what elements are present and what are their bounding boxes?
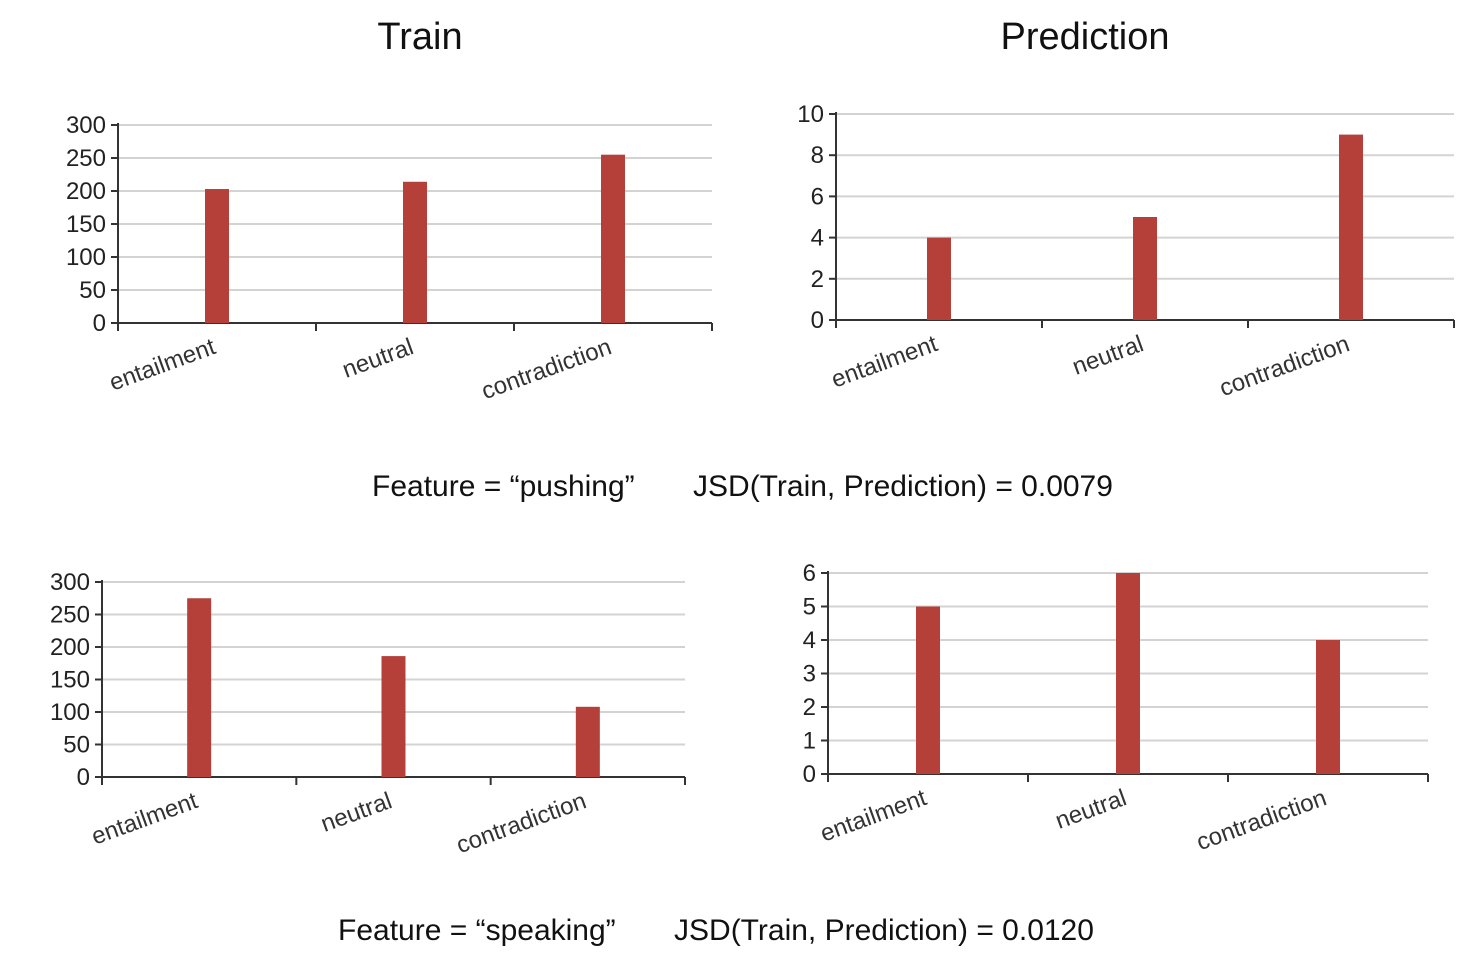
y-tick-label: 0	[93, 310, 106, 337]
x-category-label: contradiction	[1193, 784, 1330, 856]
caption-jsd: JSD(Train, Prediction) = 0.0120	[674, 914, 1094, 947]
caption-jsd: JSD(Train, Prediction) = 0.0079	[693, 470, 1113, 503]
caption-feature: Feature = “pushing”	[372, 470, 635, 503]
y-tick-label: 1	[803, 728, 816, 755]
y-tick-label: 50	[63, 732, 90, 759]
y-tick-label: 250	[66, 145, 106, 172]
x-category-label: neutral	[339, 333, 417, 383]
bar-neutral	[403, 181, 427, 323]
y-tick-label: 2	[811, 266, 824, 293]
chart-train-speaking: 0 50 100 150 200 250 300 entailment neutral contr…	[50, 569, 686, 859]
x-category-label: contradiction	[478, 333, 615, 405]
x-category-label: neutral	[1069, 330, 1147, 380]
train-column-title: Train	[377, 16, 463, 58]
y-tick-label: 300	[50, 569, 90, 596]
x-category-label: neutral	[317, 787, 395, 837]
bar-contradiction	[1316, 640, 1340, 774]
y-tick-label: 4	[811, 225, 824, 252]
bar-entailment	[187, 598, 212, 777]
x-category-label: neutral	[1052, 784, 1130, 834]
y-tick-label: 4	[803, 627, 816, 654]
x-category-label: entailment	[106, 333, 220, 396]
chart-train-pushing: 0 50 100 150 200 250 300 entailment neutral contr…	[66, 112, 713, 405]
bar-contradiction	[575, 706, 600, 777]
x-category-label: entailment	[88, 787, 202, 850]
bar-entailment	[927, 237, 951, 320]
y-tick-label: 6	[811, 183, 824, 210]
y-tick-label: 250	[50, 602, 90, 629]
y-tick-label: 100	[50, 699, 90, 726]
caption-feature: Feature = “speaking”	[338, 914, 616, 947]
chart-prediction-speaking: 0 1 2 3 4 5 6 entailment neutral contradiction	[803, 560, 1429, 856]
y-tick-label: 100	[66, 244, 106, 271]
y-tick-label: 200	[50, 634, 90, 661]
bar-contradiction	[1339, 134, 1363, 320]
x-category-label: contradiction	[453, 787, 590, 859]
caption-speaking: Feature = “speaking” JSD(Train, Predicti…	[338, 914, 1094, 948]
chart-prediction-pushing: 0 2 4 6 8 10 entailment neutral contradiction	[797, 101, 1455, 402]
bar-neutral	[1133, 217, 1157, 320]
x-category-label: contradiction	[1216, 330, 1353, 402]
y-tick-label: 5	[803, 594, 816, 621]
y-tick-label: 150	[50, 667, 90, 694]
y-tick-label: 0	[811, 307, 824, 334]
y-tick-label: 6	[803, 560, 816, 587]
bar-entailment	[205, 189, 229, 323]
bar-neutral	[381, 656, 406, 777]
y-tick-label: 0	[77, 764, 90, 791]
y-tick-label: 0	[803, 761, 816, 788]
y-tick-label: 10	[797, 101, 824, 128]
x-category-label: entailment	[828, 330, 942, 393]
prediction-column-title: Prediction	[1000, 16, 1170, 58]
bar-entailment	[916, 606, 940, 774]
y-tick-label: 150	[66, 211, 106, 238]
y-tick-label: 200	[66, 178, 106, 205]
bar-contradiction	[601, 154, 625, 323]
bar-neutral	[1116, 573, 1140, 774]
y-tick-label: 50	[79, 277, 106, 304]
y-tick-label: 3	[803, 661, 816, 688]
y-tick-label: 8	[811, 142, 824, 169]
y-tick-label: 2	[803, 694, 816, 721]
y-tick-label: 300	[66, 112, 106, 139]
caption-pushing: Feature = “pushing” JSD(Train, Predictio…	[372, 470, 1113, 504]
x-category-label: entailment	[817, 784, 931, 847]
